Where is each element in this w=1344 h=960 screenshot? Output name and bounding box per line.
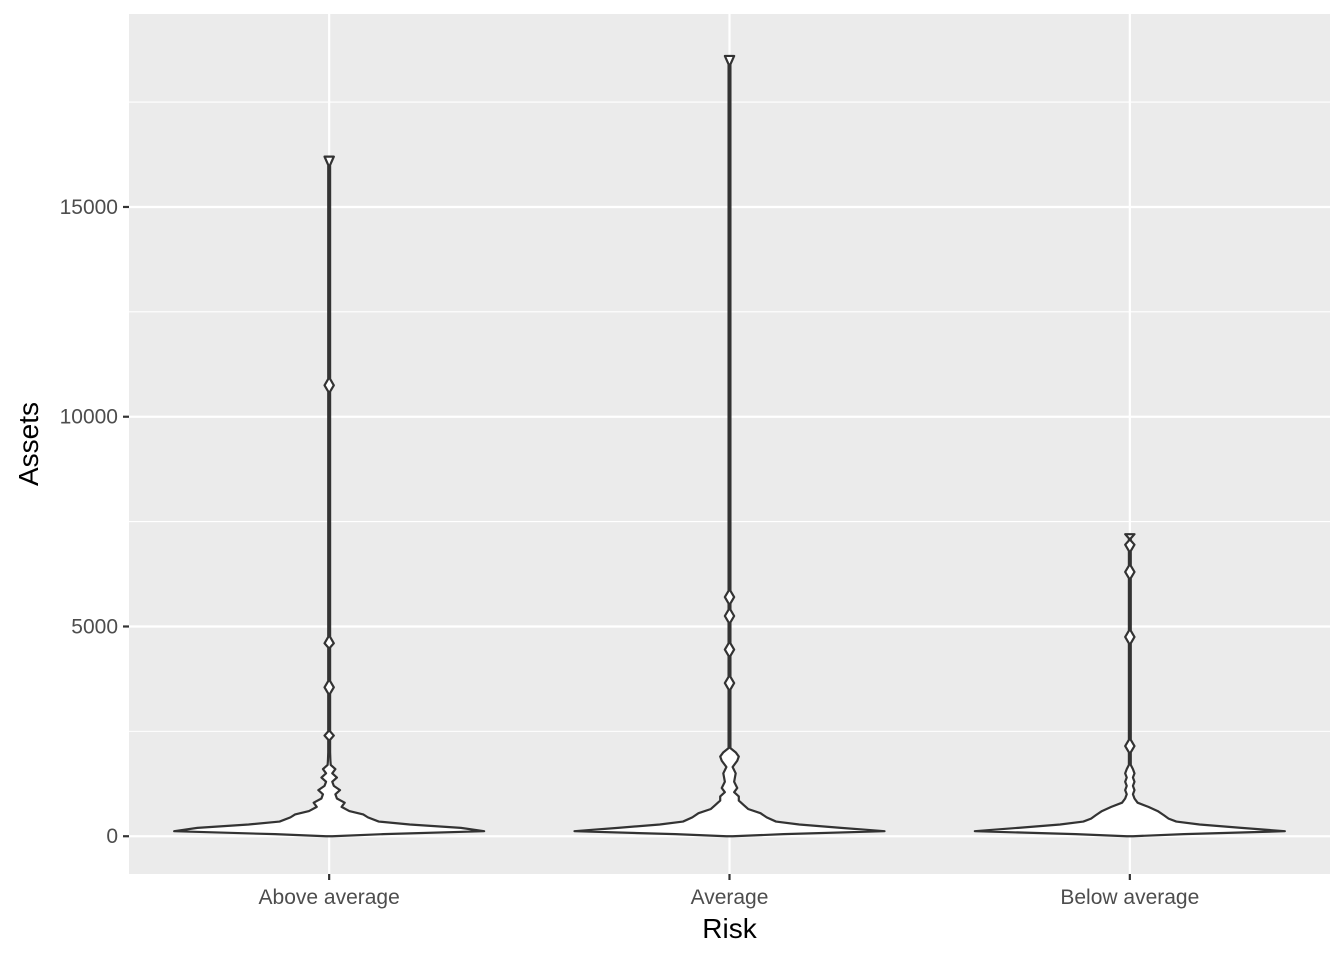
y-axis: 0 5000 10000 15000 [60, 196, 129, 848]
violin-below-average [973, 533, 1286, 838]
y-tick-label: 5000 [71, 615, 118, 638]
y-tick-label: 10000 [60, 406, 118, 429]
y-tick-label: 15000 [60, 196, 118, 219]
x-axis-title: Risk [702, 913, 757, 944]
x-tick-label: Above average [259, 886, 400, 909]
y-axis-title: Assets [13, 402, 44, 486]
violin-above-average [173, 155, 486, 838]
x-tick-label: Average [691, 886, 769, 909]
y-tick-label: 0 [106, 825, 118, 848]
x-axis: Above average Average Below average [259, 874, 1199, 909]
violin-series [173, 54, 1286, 838]
x-tick-label: Below average [1060, 886, 1199, 909]
violin-average [573, 54, 886, 838]
